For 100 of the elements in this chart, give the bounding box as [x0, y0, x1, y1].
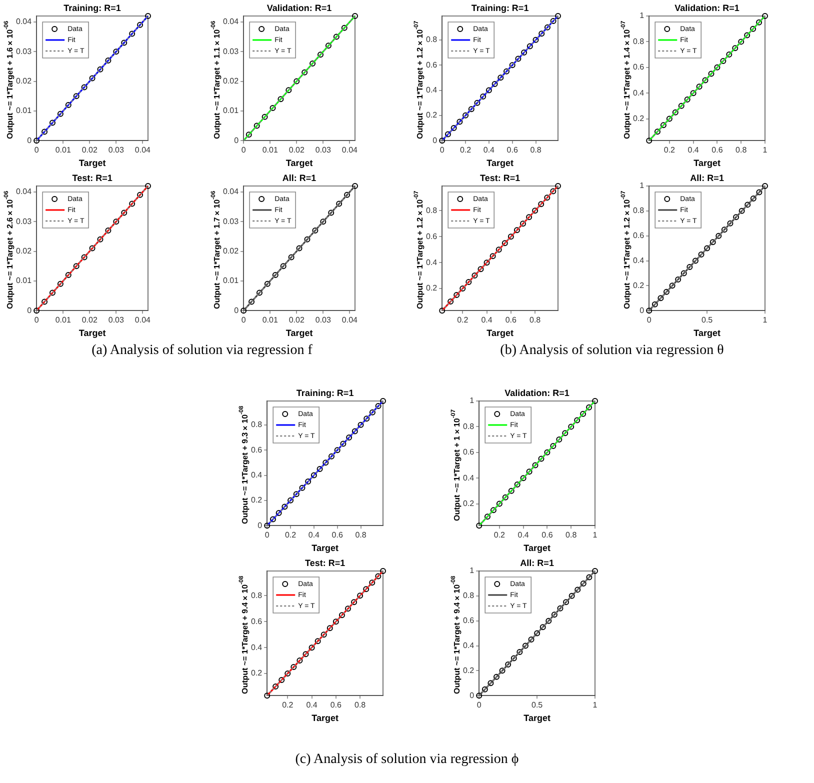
- point: [488, 680, 494, 686]
- point: [246, 132, 252, 138]
- point: [97, 66, 104, 72]
- x-tick-label: 0: [241, 146, 246, 155]
- point: [363, 586, 370, 592]
- point: [478, 266, 484, 272]
- x-tick-label: 0.8: [354, 700, 366, 710]
- point: [678, 102, 684, 109]
- y-tick-label: 0.2: [426, 110, 438, 120]
- y-tick-label: 0.8: [462, 422, 475, 431]
- point: [439, 138, 446, 144]
- point: [514, 481, 520, 488]
- y-tick-label: 0.6: [632, 231, 645, 240]
- x-tick-label: 0.6: [712, 146, 724, 155]
- point: [113, 218, 120, 225]
- point: [302, 69, 308, 76]
- y-tick-label: 0.6: [462, 616, 475, 626]
- point: [496, 246, 502, 253]
- point: [544, 24, 550, 30]
- point: [538, 30, 545, 37]
- y-tick-label: 0: [640, 306, 645, 315]
- point: [137, 192, 144, 198]
- x-tick-label: 0.6: [332, 530, 344, 540]
- y-tick-label: 0.2: [250, 496, 263, 505]
- point: [540, 624, 546, 630]
- point: [264, 692, 270, 699]
- point: [546, 618, 552, 624]
- x-tick-label: 0.4: [308, 530, 320, 540]
- point: [270, 516, 276, 522]
- x-tick-label: 0.03: [315, 146, 332, 155]
- point: [476, 692, 482, 699]
- y-tick-label: 0.8: [632, 36, 645, 46]
- point: [57, 110, 64, 117]
- point: [352, 13, 358, 19]
- x-tick-label: 0.8: [736, 146, 748, 155]
- point: [304, 236, 310, 242]
- point: [113, 48, 120, 55]
- point: [762, 183, 768, 189]
- y-tick-label: 0: [470, 690, 475, 700]
- point: [305, 478, 312, 485]
- point: [466, 279, 472, 286]
- point: [332, 618, 339, 625]
- point: [733, 214, 740, 220]
- x-tick-label: 0.01: [55, 316, 72, 325]
- x-tick-label: 0.02: [288, 146, 305, 155]
- y-tick-label: 1: [470, 396, 475, 406]
- y-tick-label: 1: [470, 566, 475, 576]
- point: [484, 260, 490, 266]
- point: [369, 580, 376, 586]
- point: [240, 308, 247, 314]
- point: [732, 45, 738, 52]
- y-tick-label: 0.04: [222, 17, 240, 26]
- x-tick-label: 0.6: [330, 700, 342, 710]
- point: [81, 254, 88, 260]
- point: [658, 295, 664, 302]
- x-axis-title: Target: [286, 328, 313, 338]
- x-tick-label: 0: [646, 316, 652, 325]
- x-tick-label: 0: [34, 146, 40, 155]
- point: [538, 456, 544, 462]
- y-tick-label: 0: [258, 520, 263, 530]
- point: [310, 472, 317, 478]
- y-tick-label: 0.03: [222, 46, 240, 56]
- y-tick-label: 0: [432, 136, 438, 145]
- point: [532, 36, 539, 43]
- x-axis-title: Target: [486, 158, 514, 168]
- point: [568, 592, 575, 599]
- point: [520, 220, 526, 227]
- point: [145, 13, 151, 19]
- point: [316, 466, 323, 472]
- x-tick-label: 0: [440, 146, 445, 155]
- chart-title: All: R=1: [520, 558, 554, 568]
- point: [516, 648, 523, 655]
- point: [563, 599, 570, 606]
- point: [254, 122, 260, 129]
- point: [474, 100, 480, 106]
- x-tick-label: 0.6: [505, 316, 518, 325]
- x-tick-label: 0.4: [518, 530, 530, 540]
- y-tick-label: 0.4: [426, 258, 438, 267]
- x-tick-label: 0: [264, 530, 270, 540]
- point: [714, 64, 720, 70]
- point: [444, 131, 451, 138]
- point: [498, 74, 504, 81]
- y-tick-label: 0.01: [16, 106, 32, 116]
- point: [738, 208, 745, 214]
- y-tick-label: 0.4: [250, 470, 263, 480]
- point: [121, 40, 128, 46]
- point: [692, 258, 698, 264]
- x-tick-label: 0.01: [55, 146, 72, 155]
- point: [49, 120, 56, 126]
- point: [528, 636, 534, 643]
- x-tick-label: 0.8: [530, 316, 542, 325]
- y-tick-label: 0.6: [426, 232, 438, 241]
- point: [439, 308, 446, 314]
- x-axis-title: Target: [524, 543, 550, 554]
- x-tick-label: 0.02: [82, 316, 98, 325]
- y-tick-label: 0.02: [222, 76, 240, 86]
- point: [522, 642, 528, 649]
- point: [462, 112, 469, 118]
- point: [380, 568, 386, 574]
- point: [762, 13, 768, 19]
